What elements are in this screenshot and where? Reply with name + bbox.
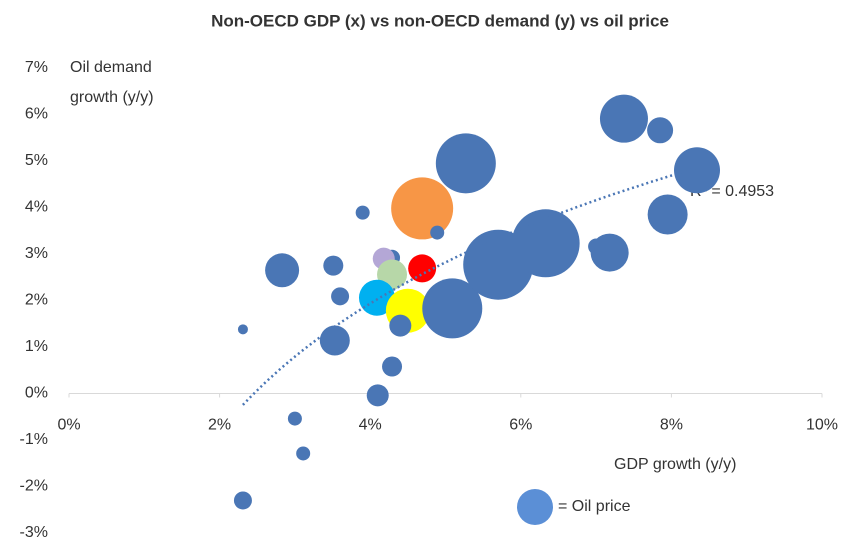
bubble <box>237 324 248 335</box>
bubble <box>590 233 629 272</box>
bubble <box>233 491 252 510</box>
x-tick-label: 10% <box>806 417 838 434</box>
bubble <box>391 177 454 240</box>
x-tick-label: 2% <box>208 417 231 434</box>
trendline <box>241 166 698 406</box>
y-axis-title: growth (y/y) <box>70 89 154 106</box>
bubble <box>408 254 437 283</box>
bubble <box>674 147 721 194</box>
legend-marker <box>517 489 553 525</box>
bubble <box>296 446 311 461</box>
y-tick-label: -1% <box>20 431 48 448</box>
bubble <box>382 356 403 377</box>
y-tick-label: 1% <box>25 338 48 355</box>
x-tick-label: 6% <box>509 417 532 434</box>
bubble <box>355 205 370 220</box>
y-tick-label: -2% <box>20 478 48 495</box>
y-tick-label: 2% <box>25 292 48 309</box>
y-tick-label: 5% <box>25 152 48 169</box>
y-tick-label: 7% <box>25 59 48 76</box>
y-tick-label: 3% <box>25 245 48 262</box>
bubble <box>265 253 300 288</box>
x-tick-label: 0% <box>57 417 80 434</box>
y-tick-label: -3% <box>20 524 48 541</box>
x-tick-label: 4% <box>359 417 382 434</box>
bubble <box>358 279 395 316</box>
y-axis-title: Oil demand <box>70 59 152 76</box>
chart-title: Non-OECD GDP (x) vs non-OECD demand (y) … <box>211 11 669 30</box>
y-tick-label: 6% <box>25 106 48 123</box>
bubble <box>647 194 688 235</box>
bubble <box>287 411 302 426</box>
y-tick-label: 0% <box>25 385 48 402</box>
bubble <box>511 209 580 278</box>
x-tick-label: 8% <box>660 417 683 434</box>
y-tick-label: 4% <box>25 199 48 216</box>
bubble <box>319 325 350 356</box>
bubble <box>599 94 648 143</box>
bubble <box>430 225 445 240</box>
bubble <box>422 278 483 339</box>
bubble <box>647 117 674 144</box>
x-axis-title: GDP growth (y/y) <box>614 456 736 473</box>
bubble <box>323 255 344 276</box>
bubble <box>389 314 412 337</box>
legend-label: = Oil price <box>558 498 631 515</box>
bubble <box>435 133 496 194</box>
bubble <box>331 287 350 306</box>
bubble <box>366 384 389 407</box>
